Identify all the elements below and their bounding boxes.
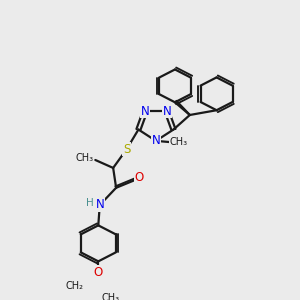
Text: CH₃: CH₃ (169, 137, 187, 147)
Text: CH₃: CH₃ (101, 292, 119, 300)
Text: N: N (95, 199, 104, 212)
Text: N: N (152, 134, 160, 147)
Text: N: N (162, 105, 171, 118)
Text: H: H (86, 198, 94, 208)
Text: N: N (141, 105, 149, 118)
Text: CH₃: CH₃ (76, 153, 94, 163)
Text: CH₂: CH₂ (65, 281, 83, 291)
Text: O: O (134, 171, 144, 184)
Text: O: O (94, 266, 103, 279)
Text: S: S (123, 143, 130, 156)
